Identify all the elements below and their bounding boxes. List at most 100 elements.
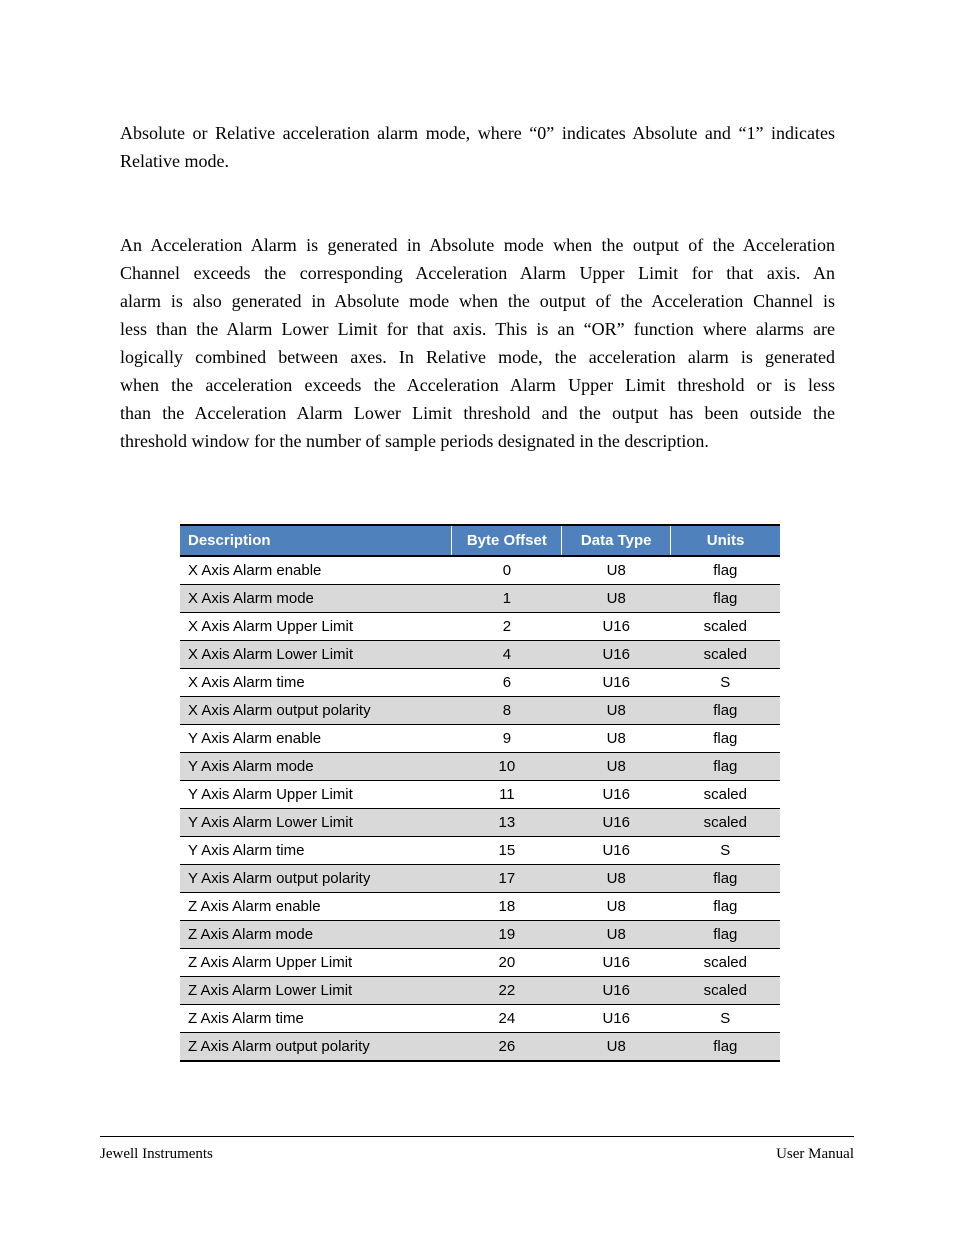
cell-offset: 8 (452, 697, 562, 725)
table-row: Y Axis Alarm time15U16S (180, 837, 780, 865)
table-header-row: Description Byte Offset Data Type Units (180, 525, 780, 556)
paragraph-2: An Acceleration Alarm is generated in Ab… (120, 231, 835, 455)
footer-left-text: Jewell Instruments (100, 1146, 213, 1163)
table-row: Y Axis Alarm mode10U8flag (180, 753, 780, 781)
cell-offset: 13 (452, 809, 562, 837)
paragraph-2-line-1: An Acceleration Alarm is generated in Ab… (120, 231, 835, 259)
cell-offset: 4 (452, 641, 562, 669)
cell-units: flag (671, 893, 780, 921)
cell-offset: 0 (452, 556, 562, 585)
cell-units: scaled (671, 949, 780, 977)
cell-desc: X Axis Alarm Upper Limit (180, 613, 452, 641)
cell-units: flag (671, 1033, 780, 1062)
cell-desc: Y Axis Alarm enable (180, 725, 452, 753)
cell-units: scaled (671, 809, 780, 837)
cell-units: S (671, 837, 780, 865)
cell-type: U16 (562, 949, 671, 977)
cell-type: U8 (562, 585, 671, 613)
cell-type: U16 (562, 977, 671, 1005)
cell-desc: Z Axis Alarm Lower Limit (180, 977, 452, 1005)
cell-offset: 11 (452, 781, 562, 809)
cell-type: U8 (562, 725, 671, 753)
footer-divider (100, 1136, 854, 1137)
col-header-data-type: Data Type (562, 525, 671, 556)
alarm-config-table: Description Byte Offset Data Type Units … (180, 524, 780, 1062)
cell-type: U16 (562, 641, 671, 669)
cell-offset: 10 (452, 753, 562, 781)
paragraph-2-line-4: less than the Alarm Lower Limit for that… (120, 315, 835, 343)
cell-desc: Y Axis Alarm mode (180, 753, 452, 781)
table-row: X Axis Alarm Lower Limit4U16scaled (180, 641, 780, 669)
cell-offset: 15 (452, 837, 562, 865)
table-row: Z Axis Alarm Lower Limit22U16scaled (180, 977, 780, 1005)
paragraph-2-line-8: threshold window for the number of sampl… (120, 427, 835, 455)
paragraph-1: Absolute or Relative acceleration alarm … (120, 119, 835, 175)
cell-units: flag (671, 921, 780, 949)
cell-desc: Z Axis Alarm enable (180, 893, 452, 921)
cell-desc: Y Axis Alarm Lower Limit (180, 809, 452, 837)
cell-desc: X Axis Alarm mode (180, 585, 452, 613)
cell-offset: 17 (452, 865, 562, 893)
cell-desc: X Axis Alarm output polarity (180, 697, 452, 725)
cell-desc: Z Axis Alarm Upper Limit (180, 949, 452, 977)
cell-offset: 9 (452, 725, 562, 753)
table-body: X Axis Alarm enable0U8flag X Axis Alarm … (180, 556, 780, 1061)
paragraph-2-line-3: alarm is also generated in Absolute mode… (120, 287, 835, 315)
cell-type: U8 (562, 697, 671, 725)
cell-units: scaled (671, 781, 780, 809)
cell-type: U8 (562, 921, 671, 949)
table-row: Y Axis Alarm output polarity17U8flag (180, 865, 780, 893)
cell-type: U8 (562, 893, 671, 921)
cell-desc: X Axis Alarm enable (180, 556, 452, 585)
paragraph-2-line-7: than the Acceleration Alarm Lower Limit … (120, 399, 835, 427)
paragraph-1-line-2: Relative mode. (120, 147, 835, 175)
cell-units: scaled (671, 641, 780, 669)
cell-type: U8 (562, 556, 671, 585)
cell-desc: Y Axis Alarm output polarity (180, 865, 452, 893)
paragraph-1-line-1: Absolute or Relative acceleration alarm … (120, 119, 835, 147)
table-row: X Axis Alarm Upper Limit2U16scaled (180, 613, 780, 641)
footer-right-text: User Manual (776, 1146, 854, 1163)
cell-type: U8 (562, 753, 671, 781)
cell-units: S (671, 1005, 780, 1033)
cell-desc: Y Axis Alarm time (180, 837, 452, 865)
cell-units: flag (671, 585, 780, 613)
cell-units: scaled (671, 977, 780, 1005)
page: Absolute or Relative acceleration alarm … (0, 0, 954, 1235)
cell-offset: 2 (452, 613, 562, 641)
col-header-description: Description (180, 525, 452, 556)
table-row: X Axis Alarm output polarity8U8flag (180, 697, 780, 725)
table-row: Z Axis Alarm mode19U8flag (180, 921, 780, 949)
table-row: X Axis Alarm enable0U8flag (180, 556, 780, 585)
cell-offset: 24 (452, 1005, 562, 1033)
cell-units: flag (671, 725, 780, 753)
cell-offset: 19 (452, 921, 562, 949)
cell-offset: 26 (452, 1033, 562, 1062)
table-row: Y Axis Alarm Lower Limit13U16scaled (180, 809, 780, 837)
table-row: X Axis Alarm mode1U8flag (180, 585, 780, 613)
cell-desc: Z Axis Alarm time (180, 1005, 452, 1033)
col-header-units: Units (671, 525, 780, 556)
cell-offset: 22 (452, 977, 562, 1005)
table-row: X Axis Alarm time6U16S (180, 669, 780, 697)
paragraph-2-line-2: Channel exceeds the corresponding Accele… (120, 259, 835, 287)
cell-desc: Z Axis Alarm output polarity (180, 1033, 452, 1062)
cell-type: U8 (562, 1033, 671, 1062)
alarm-config-table-wrap: Description Byte Offset Data Type Units … (180, 524, 780, 1062)
cell-desc: X Axis Alarm Lower Limit (180, 641, 452, 669)
cell-offset: 1 (452, 585, 562, 613)
table-row: Z Axis Alarm time24U16S (180, 1005, 780, 1033)
cell-offset: 6 (452, 669, 562, 697)
cell-type: U8 (562, 865, 671, 893)
paragraph-2-line-6: when the acceleration exceeds the Accele… (120, 371, 835, 399)
paragraph-2-line-5: logically combined between axes. In Rela… (120, 343, 835, 371)
cell-units: flag (671, 753, 780, 781)
table-row: Z Axis Alarm Upper Limit20U16scaled (180, 949, 780, 977)
cell-desc: Z Axis Alarm mode (180, 921, 452, 949)
cell-units: flag (671, 697, 780, 725)
table-row: Z Axis Alarm enable18U8flag (180, 893, 780, 921)
cell-units: S (671, 669, 780, 697)
cell-type: U16 (562, 837, 671, 865)
cell-type: U16 (562, 809, 671, 837)
cell-desc: Y Axis Alarm Upper Limit (180, 781, 452, 809)
